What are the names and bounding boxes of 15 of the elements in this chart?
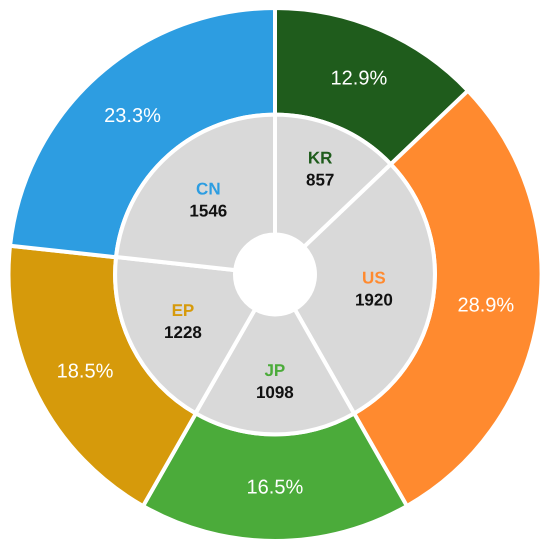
data-label: 1098: [256, 382, 294, 402]
slice-label: EP: [172, 300, 194, 320]
data-label: 18.5%: [56, 360, 114, 382]
slice-label: JP: [264, 360, 286, 380]
slice-label: US: [362, 268, 386, 288]
data-label: 12.9%: [330, 68, 388, 90]
data-label: 23.3%: [104, 104, 162, 127]
data-label: 1228: [164, 322, 202, 342]
data-label: 28.9%: [457, 294, 514, 317]
data-label: 16.5%: [246, 476, 304, 499]
data-label: 1920: [354, 290, 393, 310]
data-label: 1546: [189, 202, 228, 221]
data-label: 857: [306, 170, 334, 190]
slice-label: CN: [196, 180, 221, 199]
slice-label: KR: [308, 148, 332, 168]
